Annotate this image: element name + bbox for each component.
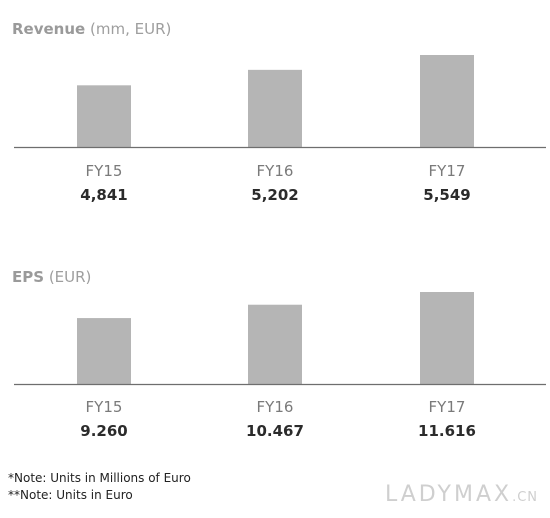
revenue-bar-fy15: [77, 85, 131, 147]
watermark-main: LADYMAX: [384, 482, 513, 507]
eps-chart-svg: FY15 9.260 FY16 10.467 FY17 11.616: [14, 292, 546, 440]
revenue-chart-title: Revenue (mm, EUR): [12, 20, 171, 38]
eps-tick-label-fy16: FY16: [257, 398, 294, 416]
eps-tick-label-fy17: FY17: [429, 398, 466, 416]
eps-bar-fy16: [248, 304, 302, 384]
footnote-eps: **Note: Units in Euro: [8, 488, 133, 502]
eps-value-label-fy16: 10.467: [246, 422, 304, 440]
revenue-value-label-fy17: 5,549: [423, 186, 470, 204]
eps-value-label-fy15: 9.260: [80, 422, 127, 440]
revenue-chart: Revenue (mm, EUR) FY15 4,841 FY16 5,202 FY17…: [0, 0, 550, 228]
eps-tick-label-fy15: FY15: [86, 398, 123, 416]
eps-value-label-fy17: 11.616: [418, 422, 476, 440]
revenue-bar-fy16: [248, 69, 302, 147]
revenue-tick-label-fy16: FY16: [257, 162, 294, 180]
revenue-unit: (mm, EUR): [90, 20, 172, 38]
eps-title: EPS: [12, 268, 45, 286]
footnote-revenue: *Note: Units in Millions of Euro: [8, 471, 191, 485]
revenue-title: Revenue: [12, 20, 86, 38]
eps-bar-fy15: [77, 318, 131, 384]
ladymax-watermark: LADYMAX.CN: [385, 482, 538, 507]
eps-chart: EPS (EUR) FY15 9.260 FY16 10.467 FY17 11.616: [0, 248, 550, 458]
revenue-tick-label-fy15: FY15: [86, 162, 123, 180]
revenue-tick-label-fy17: FY17: [429, 162, 466, 180]
revenue-value-label-fy16: 5,202: [251, 186, 298, 204]
watermark-sub: .CN: [512, 490, 538, 505]
revenue-value-label-fy15: 4,841: [80, 186, 127, 204]
eps-unit: (EUR): [48, 268, 92, 286]
eps-chart-title: EPS (EUR): [12, 268, 91, 286]
revenue-bar-fy17: [420, 55, 474, 147]
eps-bar-fy17: [420, 292, 474, 384]
footnotes: *Note: Units in Millions of Euro **Note:…: [8, 470, 191, 504]
revenue-chart-svg: FY15 4,841 FY16 5,202 FY17 5,549: [14, 55, 546, 204]
